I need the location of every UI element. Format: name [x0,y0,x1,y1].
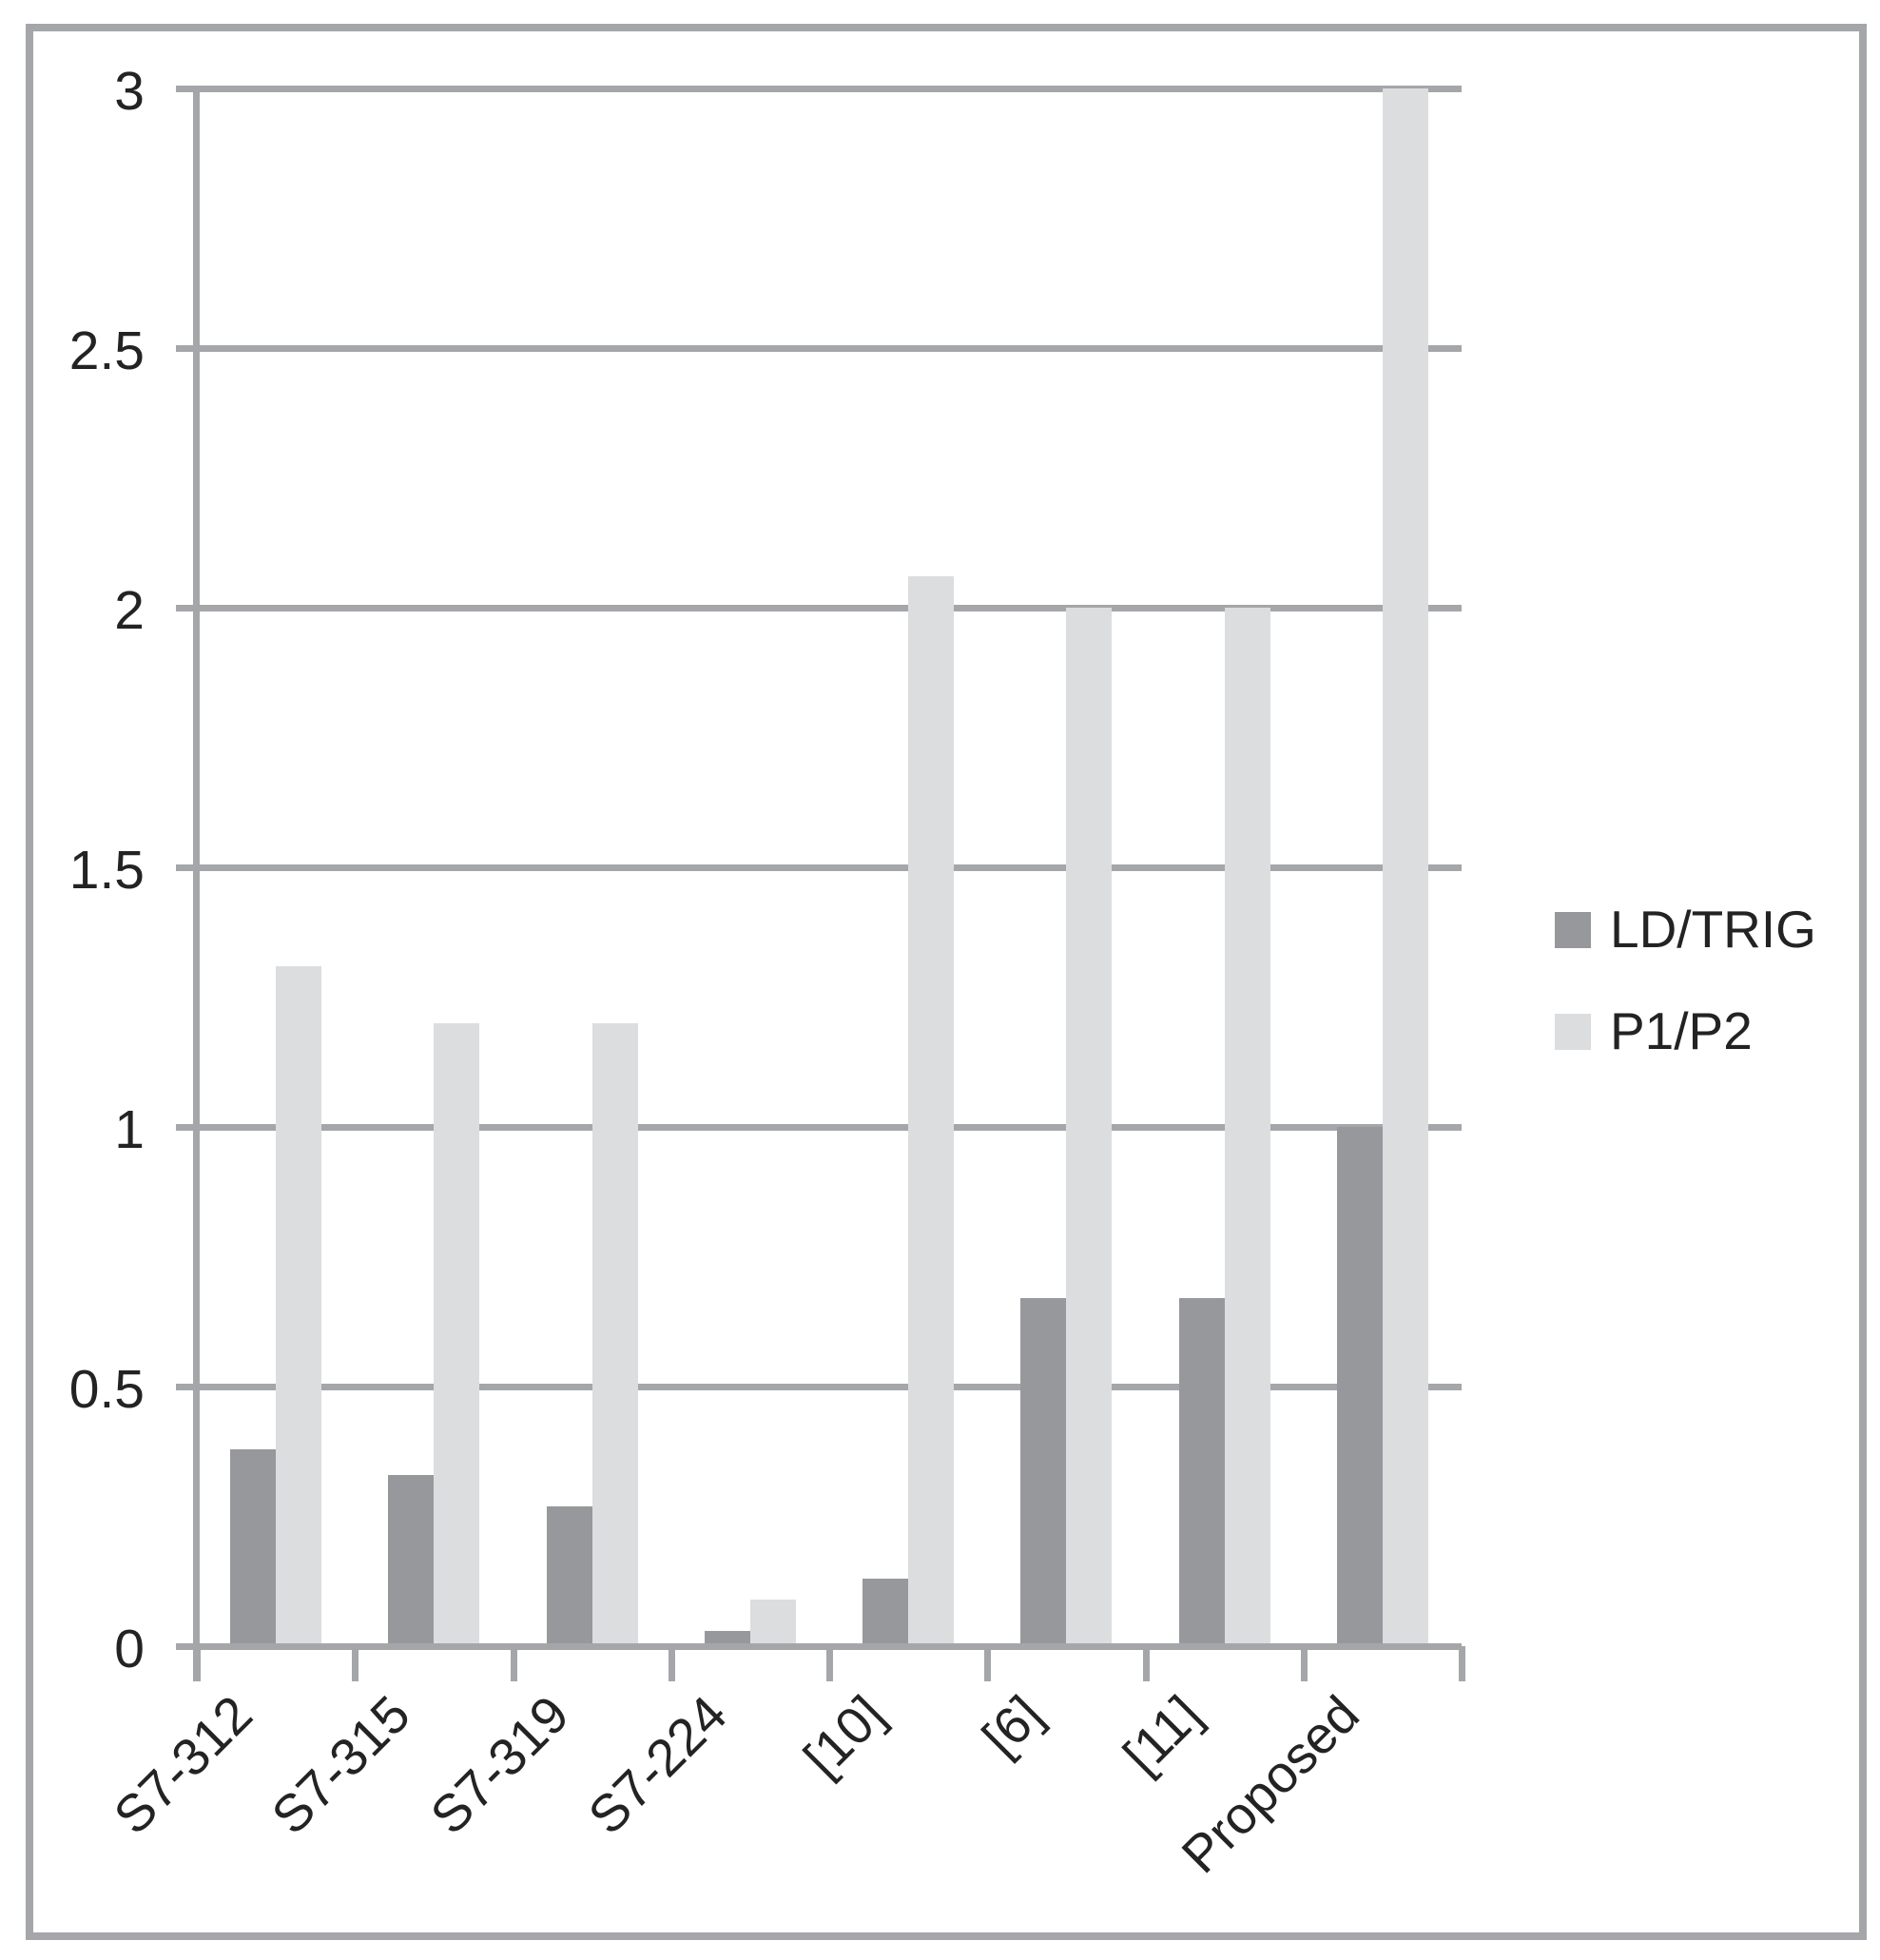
gridline [176,605,1462,611]
y-tick-label: 3 [114,61,145,122]
legend-swatch-p1-p2-icon [1555,1013,1591,1050]
bar-ld-trig-1 [230,1449,276,1646]
y-tick-label: 0 [114,1619,145,1679]
gridline [176,345,1462,352]
legend-label-ld-trig: LD/TRIG [1610,900,1816,959]
bar-p1-p2-1 [276,966,321,1646]
bar-ld-trig-2 [388,1475,434,1646]
bar-ld-trig-8 [1337,1127,1383,1646]
legend: LD/TRIG P1/P2 [1555,903,1816,1058]
y-tick-label: 2 [114,580,145,641]
x-axis-tick [511,1646,517,1681]
bar-ld-trig-4 [705,1631,750,1646]
bar-p1-p2-5 [908,576,954,1646]
x-axis-tick [826,1646,833,1681]
y-tick-label: 1 [114,1099,145,1160]
gridline [176,1384,1462,1390]
legend-label-p1-p2: P1/P2 [1610,1001,1753,1060]
x-axis-tick [1459,1646,1465,1681]
x-axis-tick [1301,1646,1308,1681]
bar-p1-p2-2 [434,1023,479,1646]
x-axis-tick [1143,1646,1150,1681]
y-tick-label: 0.5 [68,1359,145,1420]
bar-p1-p2-8 [1383,88,1428,1646]
y-axis-line [193,86,200,1681]
x-axis-tick [984,1646,991,1681]
gridline [176,1124,1462,1131]
bar-p1-p2-3 [592,1023,638,1646]
x-axis-tick [194,1646,201,1681]
x-axis-tick [669,1646,675,1681]
y-tick-label: 1.5 [68,840,145,901]
bar-ld-trig-7 [1179,1298,1225,1646]
bar-ld-trig-5 [862,1579,908,1646]
bar-p1-p2-7 [1225,608,1270,1646]
bar-p1-p2-6 [1066,608,1112,1646]
bar-ld-trig-3 [547,1506,592,1646]
legend-item-ld-trig: LD/TRIG [1555,903,1816,956]
y-tick-label: 2.5 [68,320,145,381]
gridline [176,86,1462,92]
x-axis-tick [352,1646,359,1681]
gridline [176,864,1462,871]
bar-p1-p2-4 [750,1600,796,1646]
legend-item-p1-p2: P1/P2 [1555,1005,1816,1058]
x-axis-baseline [176,1643,1462,1650]
bar-ld-trig-6 [1020,1298,1066,1646]
legend-swatch-ld-trig-icon [1555,911,1591,948]
